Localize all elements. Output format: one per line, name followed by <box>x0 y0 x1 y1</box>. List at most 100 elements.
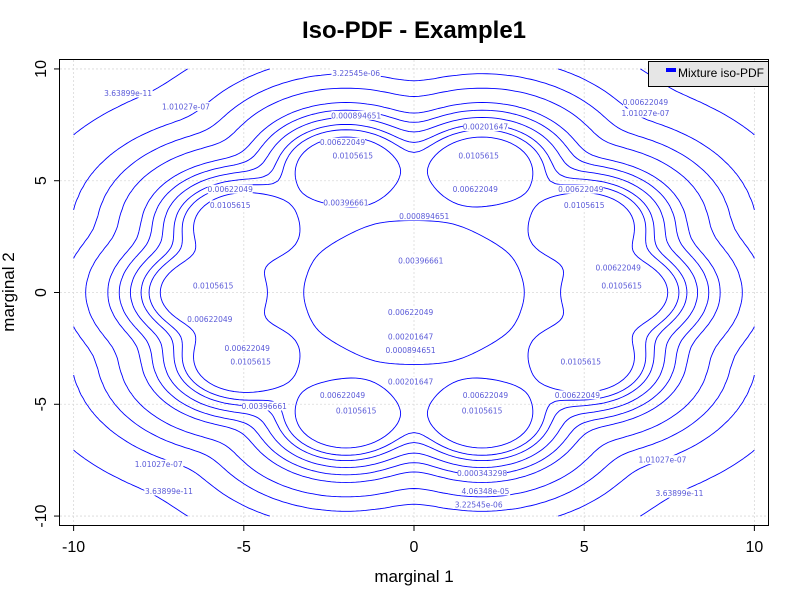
contour-label: 0.00622049 <box>187 315 233 324</box>
contour-label: 0.0105615 <box>462 406 503 415</box>
contour-label: 3.63899e-11 <box>656 489 704 498</box>
contour-line-8 <box>148 129 680 456</box>
contour-label-bg <box>622 97 668 107</box>
contour-label-bg <box>103 88 153 98</box>
contour-label-bg <box>187 314 233 324</box>
contour-line-0 <box>73 68 755 517</box>
contour-line-5 <box>118 109 710 476</box>
x-tick-label: -5 <box>237 539 251 556</box>
contour-label-bg <box>209 200 251 210</box>
contour-label: 0.00396661 <box>323 199 369 208</box>
y-tick-label: 5 <box>33 176 50 185</box>
contour-label: 3.22545e-06 <box>455 500 503 509</box>
x-tick-label: 10 <box>745 539 763 556</box>
contour-label-bg <box>461 405 503 415</box>
contour-label: 0.0105615 <box>564 201 605 210</box>
contour-label-bg <box>335 405 377 415</box>
contour-label-bg <box>192 280 234 290</box>
contour-label-bg <box>320 137 366 147</box>
contour-label-bg <box>230 356 271 366</box>
contour-label-bg <box>398 256 444 266</box>
contour-label-bg <box>323 198 369 208</box>
contour-label-bg <box>460 486 511 496</box>
contour-label: 1.01027e-07 <box>622 109 670 118</box>
contour-label: 1.01027e-07 <box>639 456 687 465</box>
contour-line-4 <box>107 102 721 483</box>
contour-lines <box>73 68 755 517</box>
contour-label: 0.0105615 <box>336 406 377 415</box>
contour-label-bg <box>388 307 434 317</box>
contour-label: 0.00622049 <box>596 263 642 272</box>
contour-label-bg <box>601 280 642 290</box>
contour-label-bg <box>399 211 449 221</box>
contour-label: 0.000894651 <box>399 212 449 221</box>
contour-label-bg <box>462 390 508 400</box>
contour-label: 0.00622049 <box>453 185 499 194</box>
contour-label: 0.00622049 <box>558 185 604 194</box>
contour-label: 0.00201647 <box>388 377 434 386</box>
contour-label: 0.00622049 <box>208 185 254 194</box>
contour-label-bg <box>595 262 641 272</box>
y-tick-label: 10 <box>33 60 50 78</box>
x-axis-label: marginal 1 <box>374 567 453 586</box>
contour-line-6 <box>129 116 699 469</box>
y-tick-label: -10 <box>33 504 50 527</box>
contour-line-2 <box>73 73 755 512</box>
contour-label: 0.0105615 <box>561 357 602 366</box>
contour-label-bg <box>207 184 253 194</box>
contour-label: 4.06348e-05 <box>462 487 510 496</box>
contour-label-bg <box>134 459 184 469</box>
contour-label-bg <box>452 184 498 194</box>
contour-label: 0.0105615 <box>332 152 373 161</box>
legend: Mixture iso-PDF <box>648 61 769 87</box>
contour-label: 0.000343298 <box>457 469 507 478</box>
contour-label: 0.00622049 <box>388 308 434 317</box>
legend-box <box>648 61 769 87</box>
contour-label: 0.00622049 <box>225 344 271 353</box>
contour-label-bg <box>462 122 508 132</box>
x-tick-label: 0 <box>410 539 419 556</box>
contour-label: 0.00396661 <box>242 402 288 411</box>
chart-title: Iso-PDF - Example1 <box>302 17 526 44</box>
contour-label: 0.00622049 <box>623 98 669 107</box>
contour-label-bg <box>388 376 434 386</box>
y-tick-label: 0 <box>33 288 50 297</box>
contour-label: 1.01027e-07 <box>135 460 183 469</box>
contour-label-bg <box>331 110 381 120</box>
contour-label-bg <box>385 345 436 355</box>
y-axis: -10 -5 0 5 10 <box>33 60 60 528</box>
contour-label-bg <box>320 390 366 400</box>
grid-lines <box>60 60 768 525</box>
contour-label-bg <box>241 401 287 411</box>
x-tick-label: 5 <box>580 539 589 556</box>
contour-label: 0.00622049 <box>320 138 366 147</box>
x-tick-label: -10 <box>62 539 85 556</box>
contour-label: 0.000894651 <box>331 111 381 120</box>
contour-label: 3.22545e-06 <box>332 69 380 78</box>
contour-label: 0.00622049 <box>463 391 509 400</box>
contour-label-bg <box>457 468 507 478</box>
contour-label: 0.00201647 <box>388 333 434 342</box>
contour-line-3 <box>85 87 743 498</box>
contour-label: 0.00622049 <box>555 391 601 400</box>
contour-label: 0.0105615 <box>601 281 642 290</box>
contour-label: 3.63899e-11 <box>104 89 152 98</box>
contour-label: 0.000894651 <box>386 346 436 355</box>
contour-label-bg <box>144 486 194 496</box>
contour-label: 0.0105615 <box>193 281 234 290</box>
contour-label-bg <box>161 101 211 111</box>
contour-label-bg <box>224 343 270 353</box>
legend-label: Mixture iso-PDF <box>678 66 764 80</box>
contour-label-bg <box>654 488 705 498</box>
contour-label: 0.00396661 <box>398 257 444 266</box>
contour-line-9 <box>159 136 669 449</box>
contour-label-bg <box>331 68 381 78</box>
contour-label-bg <box>332 151 374 161</box>
contour-label-bg <box>558 184 604 194</box>
contour-label: 0.0105615 <box>230 357 271 366</box>
legend-swatch <box>666 68 676 72</box>
x-axis: -10 -5 0 5 10 <box>62 525 763 556</box>
contour-label-bg <box>620 108 671 118</box>
contour-label-bg <box>458 151 500 161</box>
